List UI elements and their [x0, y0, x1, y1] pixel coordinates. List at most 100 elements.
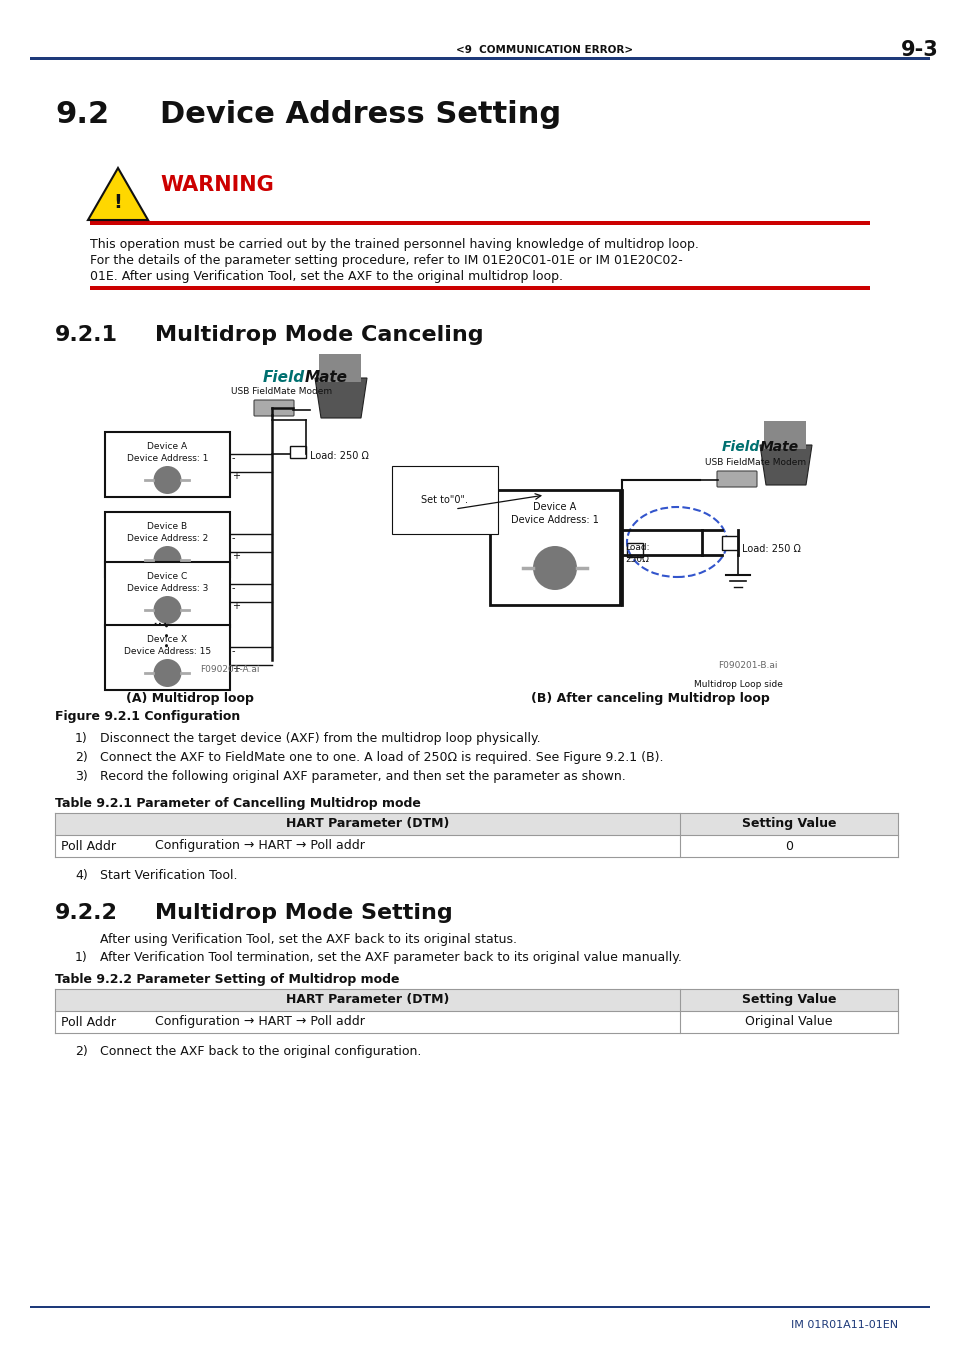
- Text: Configuration → HART → Poll addr: Configuration → HART → Poll addr: [154, 840, 364, 852]
- Text: Connect the AXF back to the original configuration.: Connect the AXF back to the original con…: [100, 1045, 421, 1058]
- Text: IM 01R01A11-01EN: IM 01R01A11-01EN: [790, 1320, 897, 1330]
- Text: Device B: Device B: [148, 522, 188, 531]
- Circle shape: [153, 595, 181, 624]
- Text: After Verification Tool termination, set the AXF parameter back to its original : After Verification Tool termination, set…: [100, 950, 681, 964]
- FancyBboxPatch shape: [90, 286, 869, 290]
- Text: Poll Addr: Poll Addr: [61, 840, 116, 852]
- Text: +: +: [232, 664, 240, 674]
- Text: 250Ω: 250Ω: [624, 555, 648, 564]
- FancyBboxPatch shape: [318, 354, 360, 382]
- Text: Start Verification Tool.: Start Verification Tool.: [100, 869, 237, 882]
- FancyBboxPatch shape: [105, 625, 230, 690]
- Text: 9.2.2: 9.2.2: [55, 903, 118, 923]
- Text: Load:: Load:: [624, 543, 649, 552]
- Circle shape: [153, 659, 181, 687]
- Text: This operation must be carried out by the trained personnel having knowledge of : This operation must be carried out by th…: [90, 238, 699, 251]
- Text: 1): 1): [75, 732, 88, 745]
- Text: 1): 1): [75, 950, 88, 964]
- Text: Setting Value: Setting Value: [741, 818, 836, 830]
- Polygon shape: [88, 167, 148, 220]
- FancyBboxPatch shape: [55, 990, 897, 1011]
- Text: Device Address: 1: Device Address: 1: [511, 514, 598, 525]
- Text: Device C: Device C: [147, 572, 188, 580]
- FancyBboxPatch shape: [105, 432, 230, 497]
- Text: -: -: [232, 454, 235, 463]
- Text: Multidrop Mode Setting: Multidrop Mode Setting: [154, 903, 453, 923]
- Text: Device X: Device X: [148, 634, 188, 644]
- Text: Multidrop Loop side: Multidrop Loop side: [693, 680, 781, 688]
- Text: +: +: [232, 601, 240, 612]
- Text: (B) After canceling Multidrop loop: (B) After canceling Multidrop loop: [530, 693, 768, 705]
- Text: For the details of the parameter setting procedure, refer to IM 01E20C01-01E or : For the details of the parameter setting…: [90, 254, 682, 267]
- FancyBboxPatch shape: [763, 421, 805, 450]
- Text: Original Value: Original Value: [744, 1015, 832, 1029]
- Text: 0: 0: [784, 840, 792, 852]
- Text: HART Parameter (DTM): HART Parameter (DTM): [286, 994, 449, 1007]
- Text: WARNING: WARNING: [160, 176, 274, 194]
- Text: Device Address Setting: Device Address Setting: [160, 100, 560, 130]
- Text: ...: ...: [152, 612, 168, 629]
- Text: 9-3: 9-3: [901, 40, 938, 59]
- Text: 2): 2): [75, 1045, 88, 1058]
- Circle shape: [533, 545, 577, 590]
- Circle shape: [153, 466, 181, 494]
- Text: • • •: • • •: [163, 622, 172, 648]
- Text: +: +: [232, 551, 240, 562]
- Text: Device A: Device A: [148, 441, 188, 451]
- FancyBboxPatch shape: [717, 471, 757, 487]
- Text: Record the following original AXF parameter, and then set the parameter as shown: Record the following original AXF parame…: [100, 769, 625, 783]
- FancyBboxPatch shape: [55, 813, 897, 836]
- FancyBboxPatch shape: [490, 490, 619, 605]
- Text: Device A: Device A: [533, 502, 576, 512]
- Text: After using Verification Tool, set the AXF back to its original status.: After using Verification Tool, set the A…: [100, 933, 517, 946]
- Text: Poll Addr: Poll Addr: [61, 1015, 116, 1029]
- Text: Device Address: 3: Device Address: 3: [127, 585, 208, 593]
- Text: Set to"0".: Set to"0".: [421, 495, 468, 505]
- FancyBboxPatch shape: [30, 57, 929, 59]
- Text: Load: 250 Ω: Load: 250 Ω: [310, 451, 369, 460]
- Text: -: -: [232, 533, 235, 543]
- Text: F090201-B.ai: F090201-B.ai: [718, 662, 777, 670]
- Text: Table 9.2.1 Parameter of Cancelling Multidrop mode: Table 9.2.1 Parameter of Cancelling Mult…: [55, 796, 420, 810]
- Text: 2): 2): [75, 751, 88, 764]
- Text: Device Address: 15: Device Address: 15: [124, 647, 211, 656]
- Text: 4): 4): [75, 869, 88, 882]
- Text: +: +: [232, 471, 240, 481]
- Text: Table 9.2.2 Parameter Setting of Multidrop mode: Table 9.2.2 Parameter Setting of Multidr…: [55, 973, 399, 985]
- FancyBboxPatch shape: [90, 221, 869, 225]
- Text: Load: 250 Ω: Load: 250 Ω: [741, 544, 800, 554]
- Circle shape: [153, 545, 181, 574]
- Text: Figure 9.2.1 Configuration: Figure 9.2.1 Configuration: [55, 710, 240, 724]
- Text: Disconnect the target device (AXF) from the multidrop loop physically.: Disconnect the target device (AXF) from …: [100, 732, 540, 745]
- Text: (A) Multidrop loop: (A) Multidrop loop: [126, 693, 253, 705]
- FancyBboxPatch shape: [30, 1305, 929, 1308]
- FancyBboxPatch shape: [105, 512, 230, 576]
- Text: Device Address: 1: Device Address: 1: [127, 454, 208, 463]
- Text: !: !: [113, 193, 122, 212]
- FancyBboxPatch shape: [721, 536, 738, 549]
- FancyBboxPatch shape: [253, 400, 294, 416]
- Text: 01E. After using Verification Tool, set the AXF to the original multidrop loop.: 01E. After using Verification Tool, set …: [90, 270, 562, 284]
- Text: Multidrop Mode Canceling: Multidrop Mode Canceling: [154, 325, 483, 346]
- Text: 3): 3): [75, 769, 88, 783]
- Text: Device Address: 2: Device Address: 2: [127, 535, 208, 543]
- Polygon shape: [760, 446, 811, 485]
- Text: Field: Field: [721, 440, 760, 454]
- Text: Mate: Mate: [305, 370, 348, 385]
- Text: <9  COMMUNICATION ERROR>: <9 COMMUNICATION ERROR>: [456, 45, 633, 55]
- Text: Configuration → HART → Poll addr: Configuration → HART → Poll addr: [154, 1015, 364, 1029]
- Text: -: -: [232, 583, 235, 593]
- Polygon shape: [314, 378, 367, 418]
- Text: F090201-A.ai: F090201-A.ai: [200, 666, 259, 674]
- Text: HART Parameter (DTM): HART Parameter (DTM): [286, 818, 449, 830]
- Text: Field: Field: [263, 370, 305, 385]
- Text: USB FieldMate Modem: USB FieldMate Modem: [704, 458, 805, 467]
- Text: -: -: [232, 647, 235, 656]
- Text: Setting Value: Setting Value: [741, 994, 836, 1007]
- Text: 9.2.1: 9.2.1: [55, 325, 118, 346]
- Text: 9.2: 9.2: [55, 100, 109, 130]
- Text: Mate: Mate: [760, 440, 799, 454]
- Text: Connect the AXF to FieldMate one to one. A load of 250Ω is required. See Figure : Connect the AXF to FieldMate one to one.…: [100, 751, 662, 764]
- FancyBboxPatch shape: [626, 543, 642, 558]
- FancyBboxPatch shape: [290, 446, 306, 458]
